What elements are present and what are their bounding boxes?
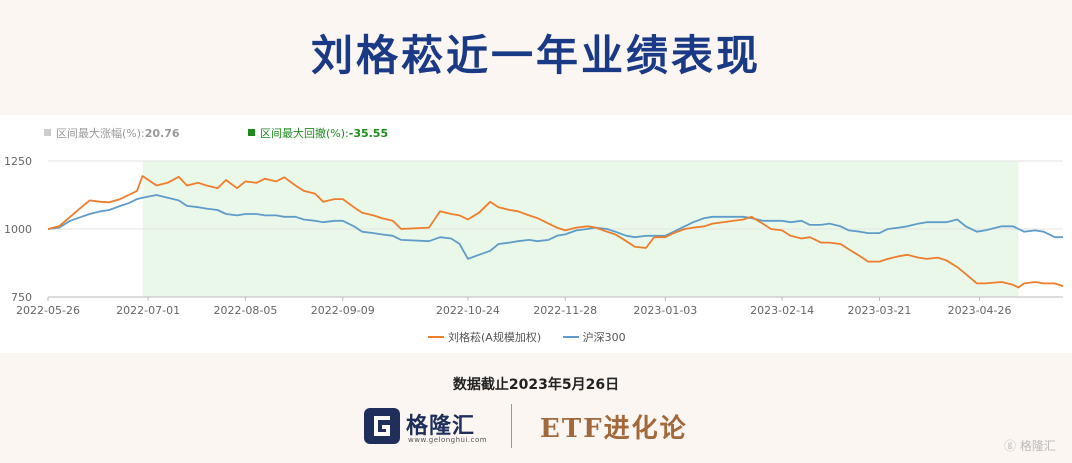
y-tick-label: 1000 xyxy=(4,223,32,236)
max-drawdown-marker xyxy=(248,129,255,136)
watermark-text: 格隆汇 xyxy=(1019,439,1056,453)
max-drawdown-label: 区间最大回撤(%): xyxy=(260,127,349,140)
gelonghui-logo-icon xyxy=(364,408,400,444)
logo-url: www.gelonghui.com xyxy=(408,436,488,444)
legend-swatch-series-2 xyxy=(562,336,579,338)
x-tick-label: 2023-03-21 xyxy=(847,304,911,317)
legend-item-series-1[interactable]: 刘格菘(A规模加权) xyxy=(428,329,541,345)
max-drawdown-stat: 区间最大回撤(%):-35.55 xyxy=(248,125,388,141)
series-line-2 xyxy=(47,194,1063,260)
page-title: 刘格菘近一年业绩表现 xyxy=(310,31,761,80)
x-tick-label: 2022-05-26 xyxy=(16,304,80,317)
legend-label-series-2: 沪深300 xyxy=(582,331,626,344)
series-line-1 xyxy=(47,175,1064,289)
max-gain-value: 20.76 xyxy=(144,127,180,140)
y-tick-label: 750 xyxy=(11,291,32,304)
x-tick-label: 2023-04-26 xyxy=(948,304,1012,317)
max-gain-marker xyxy=(44,129,51,136)
footer-divider xyxy=(511,404,512,448)
x-tick-label: 2022-08-05 xyxy=(213,304,277,317)
logo-text: 格隆汇 xyxy=(406,414,476,439)
x-tick-label: 2022-09-09 xyxy=(311,304,375,317)
max-gain-stat: 区间最大涨幅(%):20.76 xyxy=(44,125,180,141)
x-tick-label: 2023-01-03 xyxy=(633,304,697,317)
y-tick-label: 1250 xyxy=(4,155,32,168)
max-drawdown-value: -35.55 xyxy=(348,127,389,140)
x-tick-label: 2022-11-28 xyxy=(533,304,597,317)
line-chart: 750 1000 1250 2022-05-26 2022-07-01 2022-08-0… xyxy=(4,155,1064,317)
footer xyxy=(0,353,1072,463)
legend-label-series-1: 刘格菘(A规模加权) xyxy=(448,331,542,344)
chart-legend: 刘格菘(A规模加权) 沪深300 xyxy=(428,329,644,345)
header: 刘格菘近一年业绩表现 xyxy=(0,0,1072,115)
max-gain-label: 区间最大涨幅(%): xyxy=(56,127,145,140)
brand-name: ETF进化论 xyxy=(540,414,688,444)
x-tick-label: 2023-02-14 xyxy=(750,304,814,317)
watermark: ⓖ 格隆汇 xyxy=(1004,439,1056,453)
legend-swatch-series-1 xyxy=(428,336,444,338)
legend-item-series-2[interactable]: 沪深300 xyxy=(562,329,626,345)
x-tick-label: 2022-07-01 xyxy=(116,304,180,317)
data-date-note: 数据截止2023年5月26日 xyxy=(452,377,620,393)
x-tick-label: 2022-10-24 xyxy=(436,304,500,317)
